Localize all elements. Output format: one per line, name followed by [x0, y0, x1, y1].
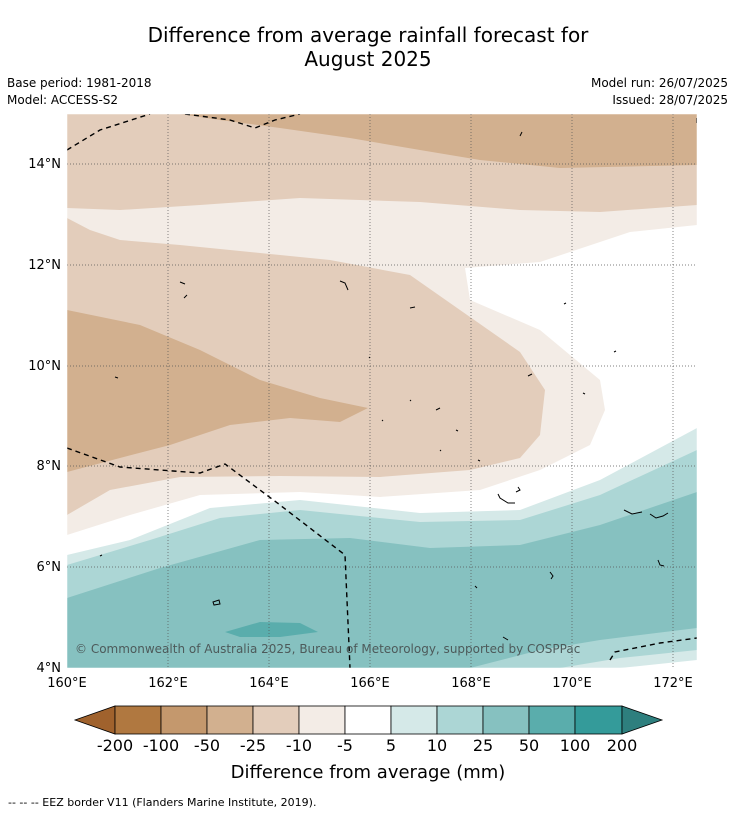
- lon-tick-160e: 160°E: [47, 676, 87, 691]
- lon-tick-170e: 170°E: [552, 676, 592, 691]
- colorbar-label: 50: [519, 736, 539, 755]
- lon-tick-162e: 162°E: [148, 676, 188, 691]
- colorbar-swatch: [114, 705, 162, 735]
- rainfall-contours: [67, 114, 697, 668]
- colorbar-swatch: [574, 705, 623, 735]
- gridlines: [67, 114, 697, 668]
- colorbar-label: -100: [143, 736, 179, 755]
- colorbar-swatch: [344, 705, 392, 735]
- colorbar-swatch: [482, 705, 530, 735]
- lat-tick-14n: 14°N: [28, 157, 61, 172]
- eez-borders: [67, 114, 697, 668]
- colorbar-swatch: [206, 705, 254, 735]
- lat-tick-6n: 6°N: [37, 560, 62, 575]
- eez-footnote: -- -- -- EEZ border V11 (Flanders Marine…: [8, 796, 317, 809]
- colorbar-swatch: [390, 705, 438, 735]
- issued-text: Issued: 28/07/2025: [612, 93, 728, 107]
- map-frame: [66, 113, 698, 669]
- copyright-text: © Commonwealth of Australia 2025, Bureau…: [75, 642, 580, 656]
- lon-tick-172e: 172°E: [653, 676, 693, 691]
- colorbar-title: Difference from average (mm): [231, 762, 506, 783]
- colorbar-swatch: [252, 705, 300, 735]
- colorbar-extend-max: [621, 705, 664, 735]
- colorbar-swatch: [160, 705, 208, 735]
- colorbar-label: 100: [560, 736, 591, 755]
- contour-wetter-50-100: [225, 622, 318, 637]
- colorbar-label: -25: [240, 736, 266, 755]
- lon-tick-168e: 168°E: [451, 676, 491, 691]
- colorbar: -200 -100 -50 -25 -10 -5 5 10 25 50 100 …: [73, 705, 664, 783]
- islands: [99, 131, 669, 641]
- colorbar-extend-min: [73, 705, 116, 735]
- contour-wetter-25-50: [67, 492, 697, 668]
- contour-drier-25-50-north: [180, 114, 697, 168]
- colorbar-swatch: [298, 705, 346, 735]
- colorbar-label: 25: [473, 736, 493, 755]
- colorbar-label: 5: [386, 736, 396, 755]
- colorbar-label: -50: [194, 736, 220, 755]
- colorbar-label: -200: [97, 736, 133, 755]
- colorbar-swatch: [436, 705, 484, 735]
- model-text: Model: ACCESS-S2: [7, 93, 119, 107]
- lat-tick-8n: 8°N: [37, 459, 62, 474]
- lat-tick-10n: 10°N: [28, 359, 61, 374]
- contour-se-band-2: [560, 650, 697, 668]
- colorbar-label: -5: [337, 736, 353, 755]
- lon-tick-166e: 166°E: [350, 676, 390, 691]
- map-title-line2: August 2025: [304, 47, 432, 71]
- base-period-text: Base period: 1981-2018: [7, 76, 152, 90]
- contour-se-band-3: [620, 660, 697, 668]
- lat-tick-4n: 4°N: [37, 661, 62, 676]
- contour-drier-25-50-west: [67, 310, 368, 472]
- colorbar-label: 10: [427, 736, 447, 755]
- lat-tick-12n: 12°N: [28, 258, 61, 273]
- map-title-line1: Difference from average rainfall forecas…: [147, 23, 589, 47]
- forecast-map: © Commonwealth of Australia 2025, Bureau…: [28, 113, 698, 783]
- model-run-text: Model run: 26/07/2025: [590, 76, 728, 90]
- lon-tick-164e: 164°E: [249, 676, 289, 691]
- colorbar-label: -10: [286, 736, 312, 755]
- colorbar-swatch: [528, 705, 576, 735]
- colorbar-label: 200: [607, 736, 638, 755]
